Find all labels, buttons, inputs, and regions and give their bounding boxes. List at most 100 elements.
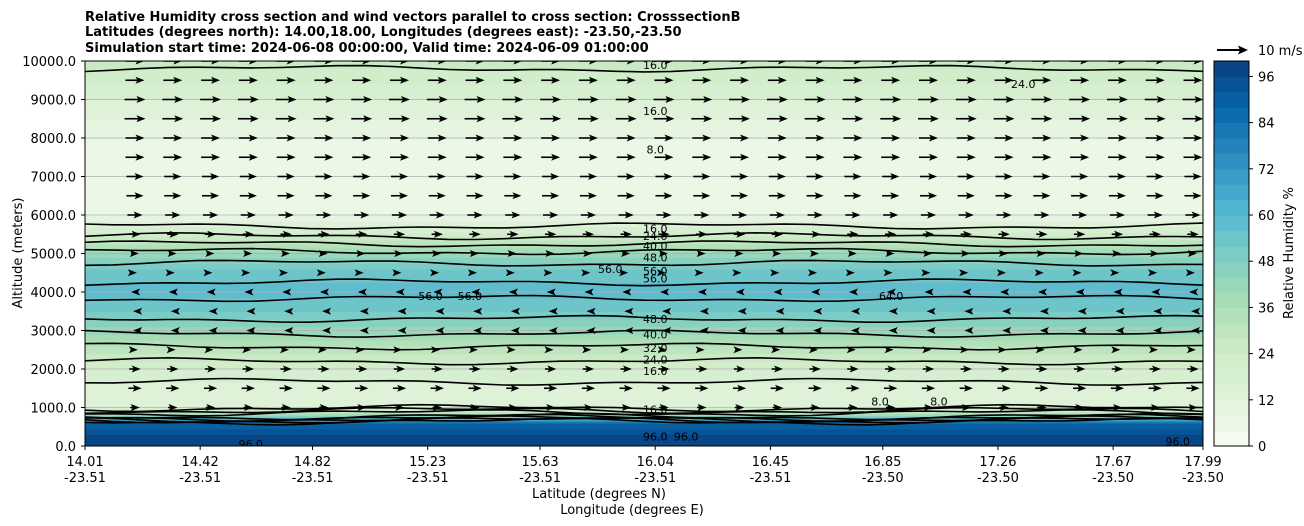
wind-arrow xyxy=(166,384,180,392)
wind-arrow xyxy=(993,96,1015,103)
wind-arrow xyxy=(957,173,975,180)
wind-arrow-head xyxy=(697,404,707,411)
wind-arrow-head xyxy=(400,134,409,142)
wind-arrow xyxy=(467,269,477,277)
wind-arrow-head xyxy=(997,346,1007,354)
wind-arrow xyxy=(691,115,713,123)
wind-arrow-head xyxy=(588,61,598,65)
humidity-band xyxy=(85,399,1203,403)
wind-arrow xyxy=(431,365,443,373)
wind-arrow xyxy=(1145,153,1165,161)
wind-arrow-head xyxy=(1116,173,1126,180)
wind-arrow-head xyxy=(396,365,406,373)
wind-arrow xyxy=(960,365,972,373)
wind-arrow xyxy=(958,211,974,219)
wind-arrow xyxy=(322,307,332,315)
wind-arrow xyxy=(843,61,863,65)
wind-arrow-head xyxy=(437,134,447,142)
wind-arrow-head xyxy=(551,76,561,84)
wind-arrow-head xyxy=(1042,134,1052,142)
wind-arrow-head xyxy=(509,365,519,373)
wind-arrow xyxy=(1109,211,1126,219)
title-line-2: Latitudes (degrees north): 14.00,18.00, … xyxy=(85,25,682,40)
wind-arrow xyxy=(809,365,821,373)
wind-arrow xyxy=(202,192,220,200)
wind-arrow xyxy=(616,153,636,161)
wind-arrow xyxy=(880,115,902,123)
x-tick-label-lon: -23.51 xyxy=(179,471,221,486)
wind-arrow-head xyxy=(246,307,256,315)
wind-arrow-head xyxy=(921,269,931,277)
wind-arrow-head xyxy=(1002,327,1012,334)
wind-arrow xyxy=(464,96,486,103)
title-block: Relative Humidity cross section and wind… xyxy=(85,10,741,56)
wind-arrow xyxy=(540,96,562,103)
wind-arrow xyxy=(922,346,932,354)
wind-arrow-head xyxy=(889,211,899,219)
wind-arrow xyxy=(390,153,409,161)
wind-arrow xyxy=(885,250,895,257)
wind-arrow-head xyxy=(471,288,481,296)
wind-arrow xyxy=(394,404,405,411)
humidity-band xyxy=(85,76,1203,79)
wind-arrow-head xyxy=(392,269,402,277)
wind-arrow-head xyxy=(737,327,747,334)
colorbar: 0 12 24 36 48 60 72 84 96 xyxy=(1213,60,1275,455)
wind-arrow xyxy=(314,153,334,161)
wind-arrow-head xyxy=(966,153,976,161)
wind-arrow xyxy=(767,134,787,142)
humidity-band xyxy=(85,132,1203,135)
wind-arrow xyxy=(842,96,864,103)
wind-arrow-head xyxy=(246,384,256,392)
wind-arrow xyxy=(313,115,335,123)
wind-arrow-head xyxy=(587,173,597,180)
humidity-band xyxy=(85,191,1203,195)
x-tick-label-lat: 17.67 xyxy=(1095,455,1132,470)
wind-arrow xyxy=(280,365,292,373)
wind-arrow xyxy=(544,346,554,354)
humidity-band xyxy=(85,430,1203,434)
wind-arrow xyxy=(200,96,222,103)
wind-arrow xyxy=(318,230,330,238)
quiver-key-arrow-head xyxy=(1238,45,1248,55)
wind-arrow-head xyxy=(134,173,144,180)
wind-arrow-head xyxy=(848,288,858,296)
contour-line xyxy=(85,222,1203,230)
contour-label: 96.0 xyxy=(643,430,668,443)
wind-arrow xyxy=(280,230,292,238)
wind-arrow-head xyxy=(777,76,787,84)
wind-arrow xyxy=(999,404,1009,411)
wind-arrow-head xyxy=(966,76,976,84)
wind-arrow xyxy=(206,288,216,296)
wind-arrow xyxy=(731,173,749,180)
wind-arrow xyxy=(466,173,484,180)
humidity-band xyxy=(85,218,1203,222)
wind-arrow xyxy=(357,288,367,296)
wind-arrow xyxy=(617,192,635,200)
wind-arrow xyxy=(768,173,786,180)
wind-arrow-head xyxy=(400,96,410,103)
wind-arrow xyxy=(581,384,596,392)
wind-arrow-head xyxy=(702,153,712,161)
wind-arrow-head xyxy=(281,404,291,411)
wind-arrow-head xyxy=(773,404,783,411)
wind-arrow-head xyxy=(1041,173,1051,180)
wind-arrow xyxy=(1002,307,1012,315)
wind-arrow xyxy=(921,269,931,277)
x-axis: 14.01-23.5114.42-23.5114.82-23.5115.23-2… xyxy=(64,446,1224,486)
wind-arrow xyxy=(583,404,594,411)
wind-arrow xyxy=(998,250,1008,257)
wind-arrow xyxy=(920,211,937,219)
wind-arrow-head xyxy=(739,192,749,200)
humidity-band xyxy=(85,118,1203,122)
contour-line xyxy=(85,247,1203,256)
wind-arrow-head xyxy=(888,307,898,315)
wind-arrow xyxy=(352,76,372,84)
wind-arrow xyxy=(1073,346,1083,354)
wind-arrow-head xyxy=(396,230,406,238)
colorbar-segment xyxy=(1214,153,1249,170)
contour-line xyxy=(85,377,1203,386)
humidity-band xyxy=(85,155,1203,158)
wind-arrow-head xyxy=(584,288,594,296)
wind-arrow-head xyxy=(585,230,595,238)
